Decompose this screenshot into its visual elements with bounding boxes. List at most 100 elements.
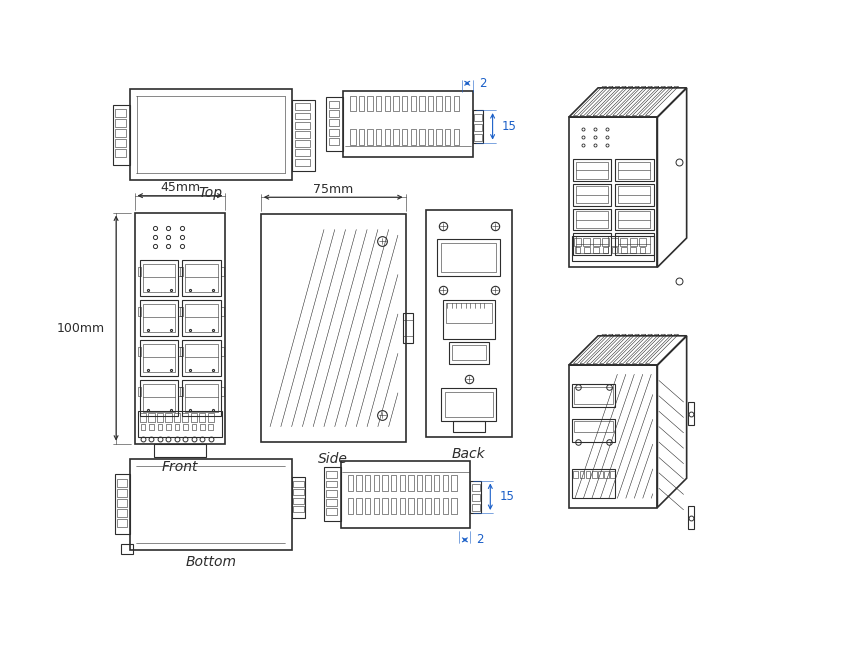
Bar xyxy=(688,506,694,529)
Bar xyxy=(138,411,223,438)
Bar xyxy=(572,384,615,407)
Bar xyxy=(295,122,310,129)
Bar xyxy=(621,247,626,253)
Bar xyxy=(116,499,127,507)
Bar xyxy=(472,494,479,502)
Bar xyxy=(149,413,155,422)
Bar xyxy=(618,162,650,179)
Bar xyxy=(143,384,175,412)
Bar xyxy=(150,424,154,430)
Bar xyxy=(408,498,414,514)
Bar xyxy=(603,247,608,253)
Bar xyxy=(376,96,382,111)
Bar xyxy=(615,233,654,255)
Bar xyxy=(376,130,382,145)
Bar xyxy=(445,303,492,323)
Bar xyxy=(138,347,141,356)
Bar xyxy=(326,508,337,515)
Bar xyxy=(178,267,182,276)
Bar xyxy=(454,130,459,145)
Bar xyxy=(329,129,339,136)
Bar xyxy=(178,347,182,356)
Bar xyxy=(443,475,448,490)
Bar xyxy=(436,96,442,111)
Bar xyxy=(604,470,609,478)
Bar xyxy=(367,96,373,111)
Bar xyxy=(630,238,637,246)
Bar xyxy=(615,160,654,181)
Bar xyxy=(199,413,206,422)
Bar xyxy=(115,474,130,534)
Bar xyxy=(426,475,431,490)
Bar xyxy=(575,387,613,404)
Bar xyxy=(688,402,694,425)
Bar xyxy=(190,413,197,422)
Bar xyxy=(154,444,207,458)
Bar xyxy=(470,480,481,513)
Bar xyxy=(580,470,584,478)
Bar xyxy=(592,238,599,246)
Bar xyxy=(573,208,611,230)
Bar xyxy=(575,186,608,203)
Text: Front: Front xyxy=(162,460,198,474)
Bar xyxy=(292,100,314,171)
Bar xyxy=(329,101,339,108)
Bar xyxy=(221,347,224,356)
Bar xyxy=(610,470,615,478)
Bar xyxy=(593,247,599,253)
Bar xyxy=(221,267,224,276)
Bar xyxy=(356,498,362,514)
Bar xyxy=(639,238,646,246)
Bar xyxy=(295,131,310,138)
Bar xyxy=(348,475,354,490)
Bar xyxy=(586,470,591,478)
Bar xyxy=(394,130,399,145)
Bar xyxy=(180,267,183,276)
Bar xyxy=(400,475,405,490)
Text: 45mm: 45mm xyxy=(160,182,200,194)
Bar xyxy=(419,96,424,111)
Bar xyxy=(575,236,608,253)
Bar xyxy=(221,387,224,396)
Bar xyxy=(293,489,304,495)
Bar xyxy=(443,301,495,339)
Bar xyxy=(292,478,305,518)
Bar xyxy=(295,104,310,110)
Bar xyxy=(631,247,636,253)
Bar xyxy=(185,384,218,412)
Text: 15: 15 xyxy=(500,490,514,503)
Text: Side: Side xyxy=(318,452,348,466)
Bar xyxy=(182,413,189,422)
Bar xyxy=(574,470,578,478)
Bar xyxy=(437,238,501,276)
Bar xyxy=(116,489,127,497)
Bar xyxy=(374,498,379,514)
Bar xyxy=(451,475,456,490)
Bar xyxy=(208,424,213,430)
Bar xyxy=(451,498,456,514)
Bar xyxy=(402,96,407,111)
Bar xyxy=(583,238,591,246)
Bar xyxy=(140,341,178,376)
Bar xyxy=(428,96,434,111)
Bar xyxy=(366,475,371,490)
Bar xyxy=(180,347,183,356)
Bar xyxy=(157,413,163,422)
Bar xyxy=(572,236,654,261)
Bar xyxy=(185,304,218,332)
Bar xyxy=(173,413,180,422)
Bar xyxy=(121,544,133,554)
Bar xyxy=(374,475,379,490)
Bar xyxy=(426,210,512,437)
Bar xyxy=(612,247,617,253)
Bar xyxy=(348,498,354,514)
Bar xyxy=(329,138,339,145)
Bar xyxy=(130,459,292,550)
Bar xyxy=(174,424,179,430)
Bar xyxy=(343,91,473,157)
Bar xyxy=(326,480,337,488)
Bar xyxy=(402,130,407,145)
Bar xyxy=(141,424,145,430)
Bar xyxy=(575,211,608,228)
Bar xyxy=(116,519,127,527)
